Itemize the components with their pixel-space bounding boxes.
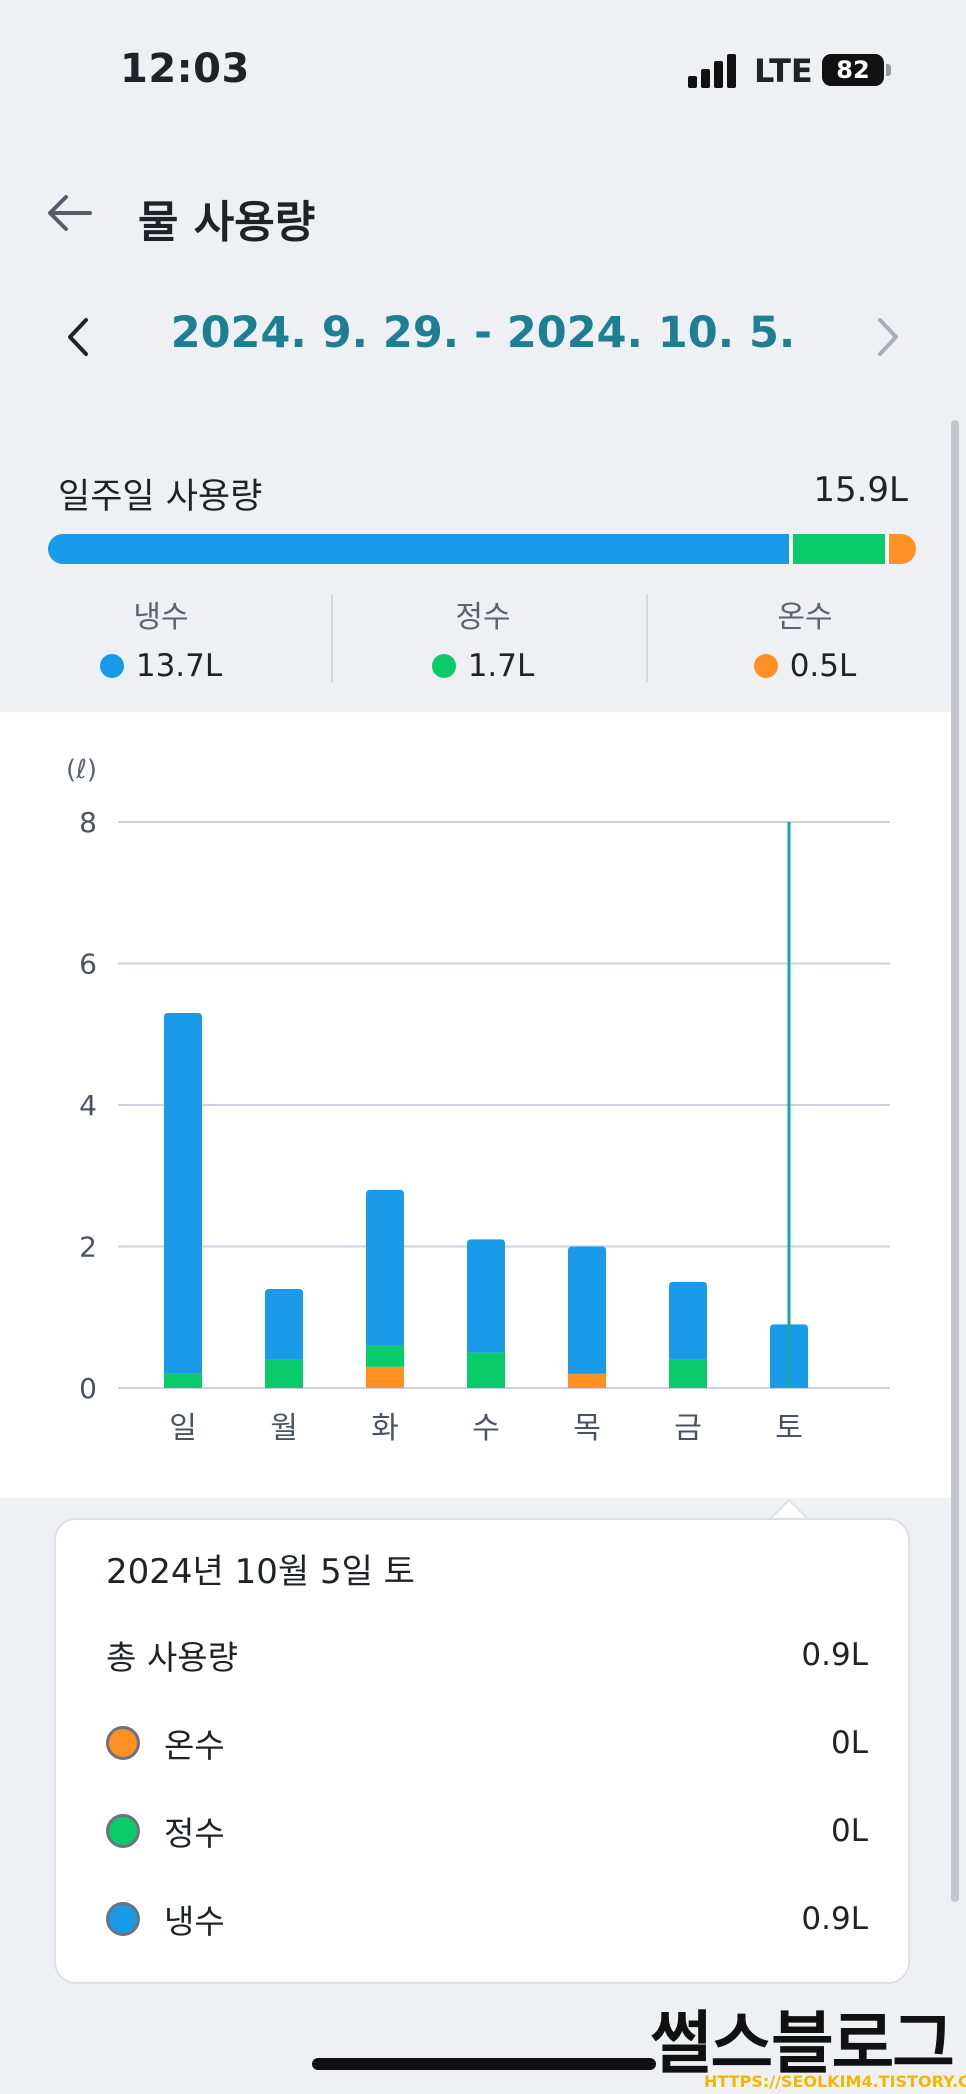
bar-segment	[568, 1246, 606, 1374]
divider	[331, 594, 333, 682]
watermark-url: HTTPS://SEOLKIM4.TISTORY.COM/	[704, 2072, 966, 2091]
status-bar: 12:03 LTE 82	[0, 0, 966, 140]
bar-segment	[164, 1373, 202, 1388]
watermark-logo: 썰스블로그	[650, 2005, 955, 2084]
x-tick-label: 금	[674, 1411, 702, 1446]
bar-segment	[669, 1281, 707, 1360]
day-detail-tooltip: 2024년 10월 5일 토 총 사용량 0.9L 온수 0L 정수 0L 냉수…	[54, 1518, 910, 1984]
x-tick-label: 월	[270, 1411, 298, 1446]
usage-chart[interactable]: (ℓ) 0 2 4 6 8 일 월 화 수 목 금 토	[0, 712, 952, 1498]
page-title: 물 사용량	[138, 197, 316, 248]
purified-dot-icon	[431, 654, 456, 678]
breakdown-name: 온수	[777, 600, 833, 635]
weekly-usage-total: 15.9L	[813, 470, 908, 510]
bar-segment	[669, 1359, 707, 1388]
tooltip-total-label: 총 사용량	[106, 1638, 238, 1677]
bar-segment	[366, 1366, 404, 1388]
breakdown-name: 냉수	[133, 600, 189, 635]
x-tick-label: 목	[573, 1411, 601, 1446]
tooltip-row-value: 0L	[831, 1725, 868, 1761]
x-tick-label: 화	[371, 1411, 399, 1446]
cold-dot-icon	[106, 1902, 140, 1936]
y-unit-label: (ℓ)	[66, 755, 97, 785]
usage-bar-purified-segment	[792, 534, 885, 564]
usage-chart-card[interactable]: (ℓ) 0 2 4 6 8 일 월 화 수 목 금 토	[0, 712, 952, 1498]
battery-tip	[886, 64, 891, 76]
usage-breakdown: 냉수 13.7L 정수 1.7L 온수 0.5L	[0, 592, 966, 684]
bar-segment	[265, 1359, 303, 1388]
usage-bar-cold-segment	[48, 534, 789, 564]
purified-dot-icon	[106, 1814, 140, 1848]
tooltip-row-hot: 온수 0L	[106, 1718, 868, 1768]
breakdown-cold: 냉수 13.7L	[0, 592, 322, 684]
hot-dot-icon	[753, 654, 778, 678]
bar-segment	[366, 1189, 404, 1346]
hot-dot-icon	[106, 1726, 140, 1760]
next-week-button[interactable]	[868, 312, 908, 362]
weekly-usage-label: 일주일 사용량	[58, 477, 263, 517]
cold-dot-icon	[99, 654, 124, 678]
x-tick-label: 수	[472, 1411, 500, 1446]
battery-icon: 82	[822, 54, 884, 86]
x-tick-label: 토	[775, 1411, 803, 1446]
prev-week-button[interactable]	[58, 312, 98, 362]
breakdown-name: 정수	[455, 600, 511, 635]
signal-icon	[688, 52, 738, 88]
tooltip-total-value: 0.9L	[801, 1637, 868, 1673]
bar-segment	[164, 1013, 202, 1374]
usage-bar-hot-segment	[888, 534, 916, 564]
breakdown-value: 1.7L	[467, 648, 535, 684]
breakdown-purified: 정수 1.7L	[322, 592, 644, 684]
scrollbar[interactable]	[951, 420, 959, 1902]
status-time: 12:03	[120, 46, 250, 92]
y-tick-label: 8	[79, 806, 97, 839]
breakdown-hot: 온수 0.5L	[644, 592, 966, 684]
y-tick-label: 4	[79, 1089, 97, 1122]
bar-segment	[265, 1288, 303, 1360]
tooltip-row-purified: 정수 0L	[106, 1806, 868, 1856]
network-label: LTE	[754, 52, 813, 90]
weekly-usage-bar	[48, 534, 916, 564]
bar-segment	[467, 1239, 505, 1353]
bar-segment	[467, 1352, 505, 1388]
bar-segment	[568, 1373, 606, 1388]
tooltip-row-value: 0.9L	[801, 1901, 868, 1937]
tooltip-row-cold: 냉수 0.9L	[106, 1894, 868, 1944]
tooltip-date: 2024년 10월 5일 토	[106, 1552, 415, 1592]
y-tick-label: 2	[79, 1231, 97, 1264]
tooltip-row-label: 냉수	[164, 1902, 225, 1941]
bar-segment	[366, 1345, 404, 1367]
back-arrow-icon[interactable]	[42, 188, 98, 238]
home-indicator[interactable]	[312, 2058, 656, 2070]
tooltip-total-row: 총 사용량 0.9L	[106, 1630, 868, 1680]
y-tick-label: 0	[79, 1372, 97, 1405]
x-tick-label: 일	[169, 1411, 197, 1446]
y-tick-label: 6	[79, 948, 97, 981]
tooltip-row-label: 온수	[164, 1726, 225, 1765]
divider	[646, 594, 648, 682]
tooltip-row-value: 0L	[831, 1813, 868, 1849]
breakdown-value: 0.5L	[789, 648, 857, 684]
breakdown-value: 13.7L	[135, 648, 223, 684]
tooltip-row-label: 정수	[164, 1814, 225, 1853]
date-range: 2024. 9. 29. - 2024. 10. 5.	[170, 308, 796, 358]
